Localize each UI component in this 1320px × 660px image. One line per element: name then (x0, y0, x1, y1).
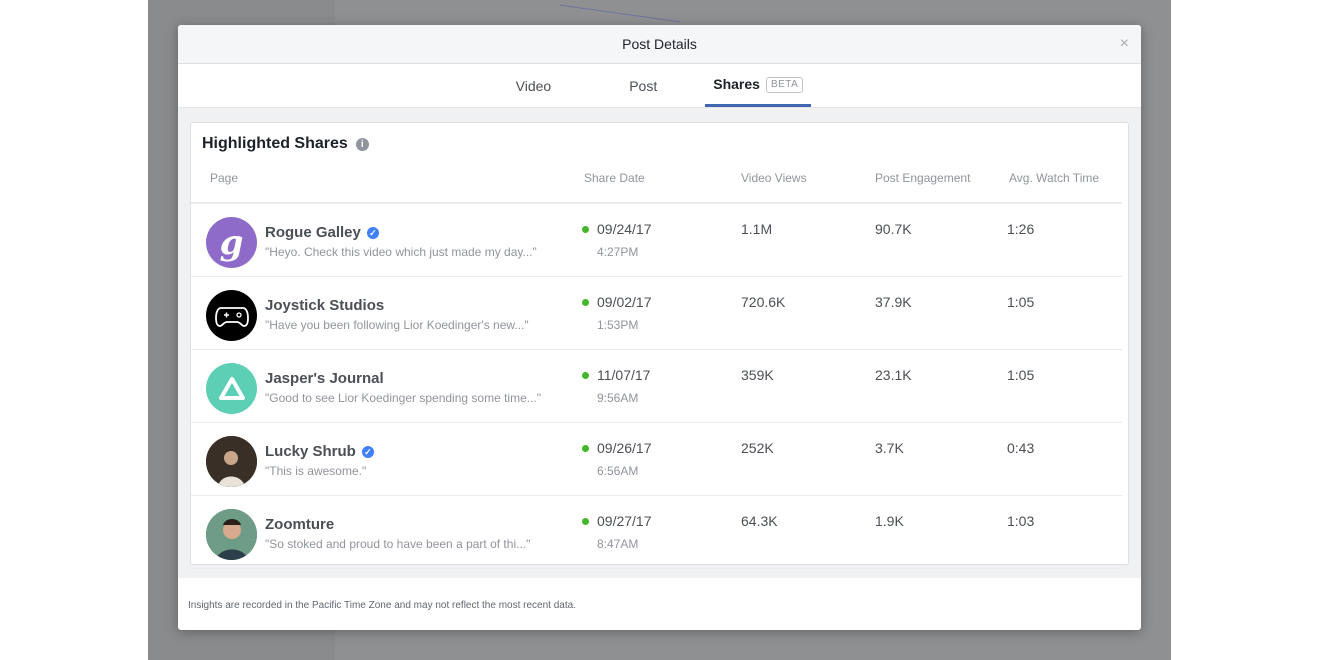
avg-watch-time: 1:26 (1007, 221, 1035, 237)
table-row-zoomture[interactable]: Zoomture "So stoked and proud to have be… (191, 496, 1122, 569)
header-divider (191, 202, 1122, 204)
share-quote: "Have you been following Lior Koedinger'… (265, 318, 529, 332)
post-engagement: 3.7K (875, 440, 904, 456)
share-time: 8:47AM (597, 537, 639, 551)
share-time: 6:56AM (597, 464, 639, 478)
video-views: 252K (741, 440, 774, 456)
close-icon[interactable]: × (1119, 35, 1129, 52)
highlighted-shares-card: Highlighted Shares i Page Share Date Vide… (190, 122, 1129, 569)
info-icon[interactable]: i (355, 138, 369, 151)
table-row-rogue-galley[interactable]: g Rogue Galley ✓ "Heyo. Check this video … (191, 204, 1122, 277)
col-video-views[interactable]: Video Views (741, 171, 807, 185)
card-title: Highlighted Shares i (202, 135, 369, 153)
tab-post[interactable]: Post (621, 64, 665, 107)
tab-shares[interactable]: Shares BETA (705, 64, 812, 107)
avg-watch-time: 1:05 (1007, 294, 1035, 310)
footer-note: Insights are recorded in the Pacific Tim… (188, 600, 576, 611)
post-engagement: 23.1K (875, 367, 912, 383)
col-page: Page (210, 171, 239, 185)
triangle-logo-icon[interactable] (206, 363, 257, 414)
gamepad-icon[interactable] (206, 290, 257, 341)
page-name[interactable]: Rogue Galley ✓ (265, 224, 379, 241)
col-post-engagement[interactable]: Post Engagement (875, 171, 971, 185)
share-time: 4:27PM (597, 245, 639, 259)
script-g-logo-icon[interactable]: g (206, 217, 257, 268)
page-name-text[interactable]: Joystick Studios (265, 297, 385, 314)
tab-bar: Video Post Shares BETA (178, 64, 1141, 108)
status-dot-icon (582, 518, 589, 525)
share-date: 09/27/17 (597, 513, 652, 529)
status-dot-icon (582, 372, 589, 379)
share-date: 09/24/17 (597, 221, 652, 237)
table-row-jaspers-journal[interactable]: Jasper's Journal "Good to see Lior Koedi… (191, 350, 1122, 423)
beta-badge: BETA (765, 77, 804, 93)
page-name-text[interactable]: Zoomture (265, 516, 335, 533)
avg-watch-time: 1:03 (1007, 513, 1035, 529)
page-name[interactable]: Lucky Shrub ✓ (265, 443, 374, 460)
status-dot-icon (582, 299, 589, 306)
share-date: 09/26/17 (597, 440, 652, 456)
video-views: 64.3K (741, 513, 778, 529)
card-title-text: Highlighted Shares (202, 135, 348, 152)
avg-watch-time: 1:05 (1007, 367, 1035, 383)
video-views: 1.1M (741, 221, 773, 237)
avatar-photo[interactable] (206, 509, 257, 560)
avatar-photo[interactable] (206, 436, 257, 487)
modal-body: Highlighted Shares i Page Share Date Vide… (178, 108, 1141, 578)
verified-badge-icon: ✓ (361, 446, 374, 458)
share-quote: "Good to see Lior Koedinger spending som… (265, 391, 542, 405)
page-name-text[interactable]: Rogue Galley (265, 224, 361, 241)
table-row-joystick-studios[interactable]: Joystick Studios "Have you been followin… (191, 277, 1122, 350)
post-engagement: 37.9K (875, 294, 912, 310)
tab-label: Video (515, 78, 552, 94)
share-time: 9:56AM (597, 391, 639, 405)
share-date: 09/02/17 (597, 294, 652, 310)
page-name-text[interactable]: Lucky Shrub (265, 443, 356, 460)
video-views: 359K (741, 367, 774, 383)
share-time: 1:53PM (597, 318, 639, 332)
share-quote: "Heyo. Check this video which just made … (265, 245, 537, 259)
page-name-text[interactable]: Jasper's Journal (265, 370, 384, 387)
modal-title: Post Details (622, 36, 697, 52)
post-engagement: 1.9K (875, 513, 904, 529)
video-views: 720.6K (741, 294, 786, 310)
post-engagement: 90.7K (875, 221, 912, 237)
share-date: 11/07/17 (597, 367, 651, 383)
status-dot-icon (582, 226, 589, 233)
verified-badge-icon: ✓ (366, 227, 379, 239)
page-name[interactable]: Jasper's Journal (265, 370, 384, 387)
modal-header: Post Details (178, 25, 1141, 64)
page-name[interactable]: Zoomture (265, 516, 334, 533)
share-quote: "This is awesome." (265, 464, 367, 478)
tab-label: Shares (713, 76, 760, 92)
col-share-date[interactable]: Share Date (584, 171, 645, 185)
tab-video[interactable]: Video (508, 64, 560, 107)
avg-watch-time: 0:43 (1007, 440, 1035, 456)
post-details-modal: Post Details × Video Post Shares BETA Hig… (178, 25, 1141, 630)
table-row-lucky-shrub[interactable]: Lucky Shrub ✓ "This is awesome." 09/26/17… (191, 423, 1122, 496)
page-name[interactable]: Joystick Studios (265, 297, 384, 314)
tab-label: Post (629, 78, 658, 94)
col-avg-watch-time[interactable]: Avg. Watch Time (1009, 171, 1100, 185)
status-dot-icon (582, 445, 589, 452)
share-quote: "So stoked and proud to have been a part… (265, 537, 531, 551)
